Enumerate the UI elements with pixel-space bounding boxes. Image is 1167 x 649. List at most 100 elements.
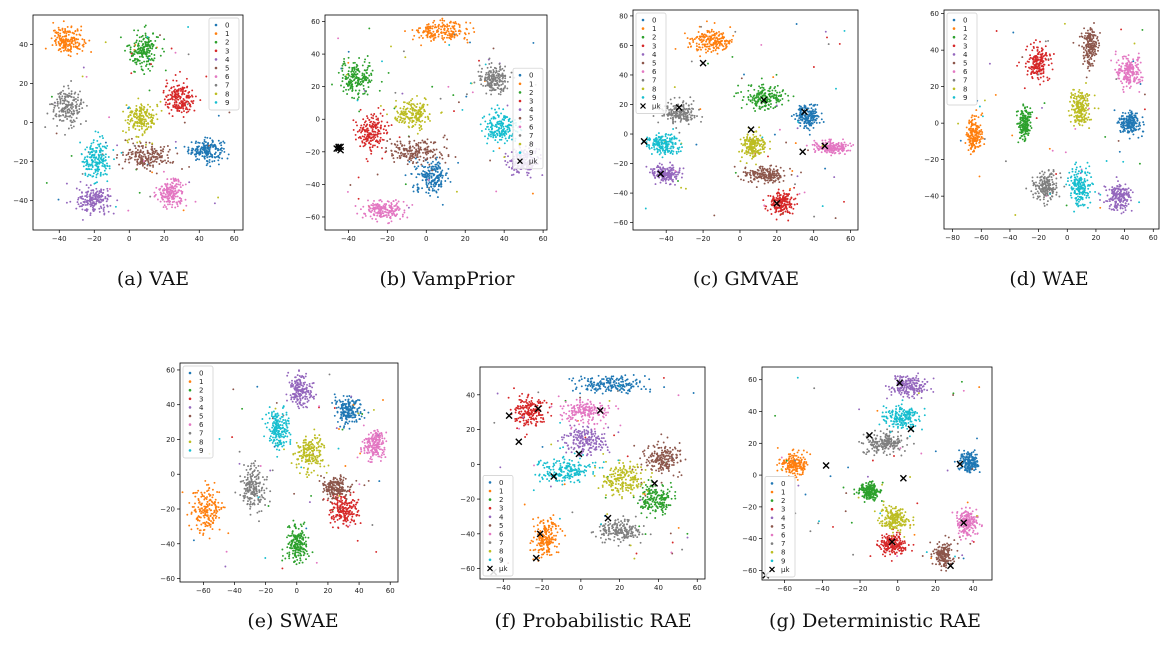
scatter-point-class-5: [422, 156, 425, 159]
scatter-point-class-0: [436, 156, 438, 159]
scatter-point-class-3: [812, 66, 815, 68]
scatter-point-class-7: [481, 75, 483, 78]
scatter-point-class-7: [72, 96, 75, 99]
scatter-point-class-7: [490, 62, 493, 64]
scatter-point-class-1: [692, 41, 695, 43]
scatter-point-class-9: [104, 156, 107, 159]
scatter-point-class-2: [756, 101, 759, 104]
scatter-point-class-4: [84, 198, 87, 201]
scatter-point-class-5: [124, 158, 127, 161]
scatter-point-class-8: [149, 120, 152, 123]
scatter-point-class-1: [444, 41, 447, 44]
scatter-point-class-5: [443, 134, 446, 137]
scatter-point-class-8: [455, 190, 458, 193]
scatter-point-class-2: [144, 45, 147, 48]
scatter-point-class-8: [415, 114, 418, 117]
scatter-point-class-2: [357, 92, 360, 95]
scatter-point-class-1: [57, 31, 60, 34]
scatter-point-class-0: [447, 177, 450, 180]
scatter-point-class-0: [820, 112, 823, 115]
scatter-point-class-9: [484, 135, 486, 138]
scatter-point-class-8: [149, 105, 152, 108]
scatter-point-class-0: [191, 151, 194, 154]
scatter-point-class-6: [194, 200, 197, 203]
scatter-point-class-4: [81, 191, 83, 194]
legend-marker: [214, 83, 218, 87]
scatter-point-class-0: [810, 122, 813, 124]
scatter-point-class-1: [53, 29, 56, 32]
scatter-point-class-2: [353, 97, 356, 100]
scatter-point-class-3: [174, 74, 177, 76]
scatter-point-class-0: [222, 140, 225, 143]
scatter-point-class-2: [731, 55, 734, 58]
scatter-point-class-0: [439, 167, 442, 170]
scatter-point-class-2: [361, 72, 364, 75]
scatter-point-class-0: [814, 103, 817, 106]
scatter-point-class-9: [356, 99, 359, 102]
scatter-point-class-0: [428, 177, 431, 179]
scatter-point-class-0: [806, 121, 808, 124]
scatter-point-class-8: [143, 131, 146, 134]
scatter-point-class-0: [435, 163, 438, 166]
scatter-point-class-5: [140, 158, 143, 161]
scatter-point-class-5: [411, 157, 413, 160]
scatter-point-class-6: [390, 220, 393, 223]
scatter-point-class-8: [140, 106, 143, 109]
scatter-point-class-5: [127, 158, 130, 161]
scatter-point-class-5: [409, 149, 411, 152]
scatter-point-class-0: [430, 165, 433, 168]
scatter-point-class-6: [173, 197, 176, 200]
scatter-point-class-4: [526, 174, 529, 177]
scatter-point-class-5: [159, 159, 162, 162]
scatter-point-class-2: [348, 74, 351, 77]
scatter-point-class-7: [52, 117, 55, 120]
scatter-point-class-7: [487, 73, 489, 76]
scatter-point-class-7: [78, 105, 81, 108]
scatter-point-class-2: [142, 37, 145, 40]
scatter-point-class-3: [164, 103, 167, 106]
scatter-point-class-2: [763, 109, 766, 112]
scatter-point-class-3: [369, 121, 372, 124]
scatter-point-class-5: [124, 160, 127, 163]
scatter-point-class-5: [394, 143, 397, 146]
scatter-point-class-4: [666, 176, 669, 179]
scatter-point-class-8: [424, 98, 427, 101]
scatter-point-class-4: [102, 208, 105, 211]
scatter-point-class-7: [488, 62, 491, 65]
scatter-point-class-8: [146, 127, 149, 130]
scatter-point-class-6: [395, 203, 398, 206]
scatter-point-class-2: [146, 56, 149, 59]
scatter-point-class-3: [373, 121, 376, 124]
scatter-point-class-2: [143, 48, 146, 51]
scatter-point-class-2: [149, 39, 152, 42]
scatter-point-class-8: [147, 122, 149, 125]
scatter-point-class-2: [792, 95, 795, 98]
scatter-point-class-2: [360, 78, 363, 81]
scatter-point-class-3: [150, 63, 153, 66]
scatter-point-class-3: [784, 204, 787, 207]
scatter-point-class-4: [87, 186, 90, 189]
scatter-point-class-2: [758, 107, 761, 110]
scatter-point-class-4: [667, 174, 670, 177]
scatter-point-class-2: [351, 87, 354, 90]
scatter-point-class-1: [59, 39, 62, 42]
scatter-point-class-2: [768, 90, 771, 93]
scatter-point-class-5: [417, 147, 420, 150]
scatter-point-class-0: [449, 180, 452, 183]
scatter-point-class-1: [723, 40, 726, 42]
scatter-point-class-7: [504, 74, 507, 77]
scatter-point-class-0: [222, 147, 225, 150]
scatter-point-class-7: [70, 103, 72, 106]
scatter-point-class-8: [418, 116, 421, 119]
scatter-point-class-0: [436, 174, 439, 177]
scatter-point-class-0: [432, 183, 435, 186]
scatter-point-class-6: [164, 183, 167, 185]
scatter-point-class-5: [172, 160, 175, 163]
scatter-point-class-3: [789, 204, 792, 207]
scatter-point-class-8: [400, 113, 402, 116]
scatter-point-class-2: [733, 95, 736, 98]
scatter-point-class-6: [177, 180, 180, 183]
scatter-point-class-0: [199, 151, 202, 154]
scatter-point-class-4: [660, 178, 663, 181]
scatter-point-class-5: [442, 136, 445, 139]
